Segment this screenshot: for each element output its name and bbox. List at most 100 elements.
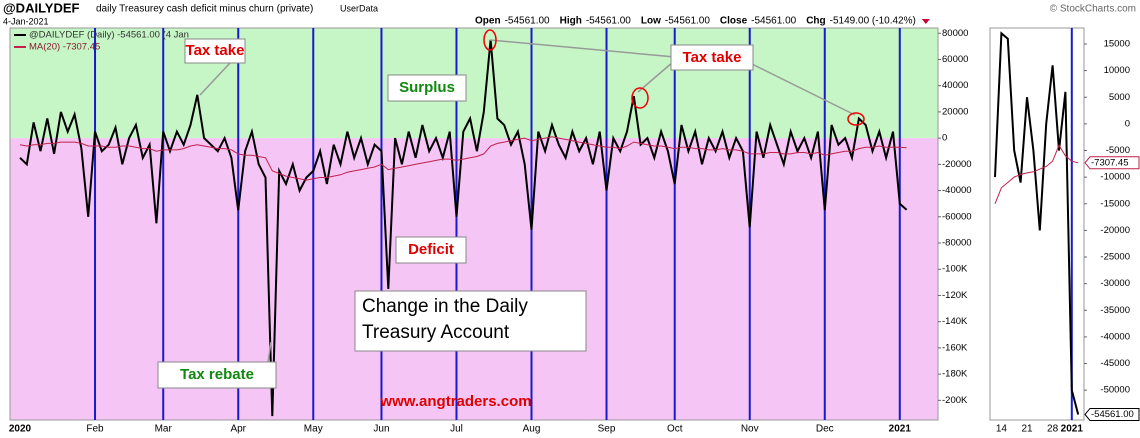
x-tick-label: Jul — [450, 424, 463, 435]
ohlc-label: Chg — [806, 16, 825, 27]
ohlc-value: -5149.00 (-10.42%) — [830, 16, 916, 27]
ohlc-label: High — [560, 16, 582, 27]
ohlc-value: -54561.00 — [586, 16, 631, 27]
y-tick-label: -100K — [942, 264, 968, 275]
x-tick-label: Aug — [523, 424, 541, 435]
y-tick-label: -120K — [942, 290, 968, 301]
series-line — [994, 31, 1080, 415]
y-tick-label: -30000 — [1100, 278, 1130, 289]
annotation: Deficit — [408, 241, 454, 258]
y-tick-label: -160K — [942, 342, 968, 353]
annotation: Tax take — [186, 42, 245, 59]
y-tick-label: -10000 — [1100, 172, 1130, 183]
y-tick-label: -60000 — [942, 211, 972, 222]
symbol: @DAILYDEF — [3, 0, 80, 15]
y-tick-label: 0 — [942, 133, 947, 144]
y-tick-label: -40000 — [942, 185, 972, 196]
brand: © StockCharts.com — [1050, 4, 1136, 15]
y-tick-label: 5000 — [1109, 92, 1130, 103]
x-tick-label: Mar — [155, 424, 173, 435]
legend-entry: @DAILYDEF (Daily) -54561.00 (4 Jan — [29, 30, 189, 41]
y-tick-label: -25000 — [1100, 252, 1130, 263]
x-tick-label: 2020 — [9, 424, 32, 435]
callout-line — [199, 62, 231, 96]
value-label: -54561.00 — [1091, 409, 1134, 420]
annotation: Tax rebate — [180, 366, 254, 383]
annotation: www.angtraders.com — [379, 393, 531, 410]
deficit-zone — [10, 138, 938, 421]
value-tag — [1084, 156, 1140, 170]
ohlc-value: -54561.00 — [505, 16, 550, 27]
plot-frame — [9, 27, 939, 421]
highlight-circle — [483, 29, 497, 51]
y-tick-label: -200K — [942, 395, 968, 406]
callout-line — [267, 341, 272, 363]
series-line — [19, 39, 908, 417]
y-tick-label: -20000 — [1100, 225, 1130, 236]
annotation-box — [184, 38, 246, 64]
annotation-box — [395, 236, 467, 264]
y-tick-label: -15000 — [1100, 198, 1130, 209]
y-tick-label: -180K — [942, 369, 968, 380]
x-tick-label: 14 — [996, 424, 1008, 435]
legend-entry: MA(20) -7307.45 — [29, 42, 100, 53]
x-tick-label: 2021 — [889, 424, 912, 435]
annotation: Tax take — [683, 49, 742, 66]
annotation-box — [354, 290, 587, 352]
y-tick-label: 80000 — [942, 28, 968, 39]
plot-frame — [989, 27, 1085, 421]
callout-line — [751, 63, 856, 116]
annotation: Surplus — [399, 79, 455, 96]
x-tick-label: Sep — [598, 424, 616, 435]
series-line — [19, 136, 907, 181]
x-tick-label: Apr — [230, 424, 246, 435]
y-tick-label: 60000 — [942, 54, 968, 65]
y-tick-label: 40000 — [942, 80, 968, 91]
x-tick-label: 28 — [1047, 424, 1059, 435]
x-tick-label: Jun — [373, 424, 389, 435]
ohlc-label: Low — [641, 16, 661, 27]
x-tick-label: 21 — [1021, 424, 1033, 435]
y-tick-label: -80000 — [942, 238, 972, 249]
y-tick-label: 15000 — [1104, 38, 1130, 49]
y-tick-label: -35000 — [1100, 305, 1130, 316]
highlight-circle — [631, 87, 649, 109]
ohlc-label: Open — [475, 16, 501, 27]
y-tick-label: -140K — [942, 316, 968, 327]
y-tick-label: 20000 — [942, 106, 968, 117]
y-tick-label: -20000 — [942, 159, 972, 170]
x-tick-label: May — [304, 424, 323, 435]
y-tick-label: 0 — [1125, 118, 1130, 129]
source: UserData — [340, 3, 378, 13]
callout-line — [489, 39, 676, 58]
annotation: Change in the Daily — [362, 296, 528, 317]
date: 4-Jan-2021 — [3, 16, 49, 26]
plot-layer: 80000 60000 40000 20000 0 -20000 -40000 -60000 -… — [9, 27, 1140, 435]
dropdown — [921, 19, 930, 24]
x-tick-label: Feb — [86, 424, 104, 435]
series-line — [994, 144, 1079, 204]
y-tick-label: -50000 — [1100, 385, 1130, 396]
x-tick-label: Dec — [816, 424, 834, 435]
y-tick-label: -40000 — [1100, 331, 1130, 342]
x-tick-label: 2021 — [1061, 424, 1084, 435]
y-tick-label: -5000 — [1106, 145, 1130, 156]
value-tag — [1084, 407, 1140, 421]
ohlc-label: Close — [720, 16, 748, 27]
ohlc-value: -54561.00 — [665, 16, 710, 27]
x-tick-label: Nov — [741, 424, 759, 435]
value-label: -7307.45 — [1091, 157, 1129, 168]
annotation-box — [670, 44, 754, 71]
y-tick-label: 10000 — [1104, 65, 1130, 76]
annotation-box — [387, 74, 467, 102]
y-tick-label: -45000 — [1100, 358, 1130, 369]
ohlc-value: -54561.00 — [751, 16, 796, 27]
surplus-zone — [10, 28, 938, 139]
description: daily Treasurey cash deficit minus churn… — [96, 4, 313, 15]
callout-line — [637, 61, 674, 93]
annotation: Treasury Account — [362, 322, 510, 343]
x-tick-label: Oct — [667, 424, 683, 435]
highlight-circle — [847, 112, 865, 126]
annotation-box — [157, 361, 277, 389]
